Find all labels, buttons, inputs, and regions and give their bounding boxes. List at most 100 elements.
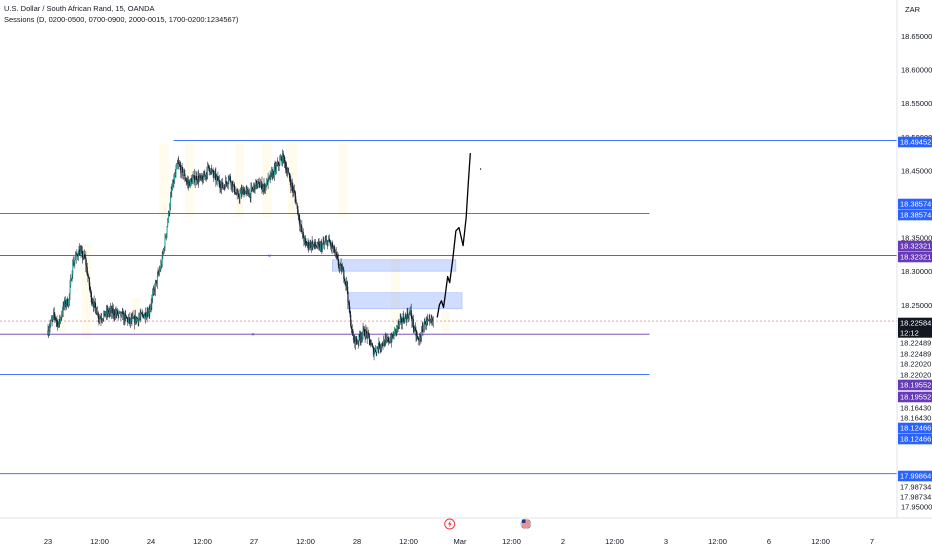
- candle: [48, 330, 50, 335]
- candle: [89, 285, 91, 290]
- candle: [81, 250, 83, 252]
- candle: [420, 337, 422, 340]
- price-label-tag: [898, 491, 932, 503]
- candle: [363, 328, 366, 336]
- candle: [288, 173, 291, 179]
- price-label: 18.22020: [900, 371, 931, 380]
- candle: [285, 167, 287, 169]
- price-label: 18.12466: [900, 424, 931, 433]
- candle: [182, 168, 184, 176]
- candle: [143, 315, 145, 319]
- candle: [264, 185, 266, 191]
- x-tick-label: 7: [870, 537, 874, 546]
- candle: [113, 310, 115, 316]
- candle: [163, 248, 165, 250]
- price-label: 18.38574: [900, 211, 931, 220]
- candle: [353, 336, 355, 341]
- candle: [326, 240, 328, 246]
- candle: [343, 278, 346, 282]
- candle: [407, 316, 410, 319]
- candle: [214, 173, 216, 175]
- candle: [142, 314, 144, 316]
- candle: [282, 153, 284, 163]
- candle: [206, 172, 208, 175]
- candle: [57, 321, 59, 327]
- candle: [167, 212, 169, 222]
- candle: [216, 176, 218, 178]
- candle: [427, 320, 429, 322]
- candle: [131, 317, 133, 322]
- candle: [132, 317, 134, 318]
- candle: [163, 249, 165, 254]
- candle: [388, 337, 390, 342]
- candle: [356, 341, 358, 344]
- candle: [231, 181, 233, 186]
- candle: [357, 342, 359, 344]
- candle: [284, 156, 286, 162]
- candle: [273, 171, 275, 176]
- candle: [156, 280, 158, 283]
- candle: [101, 319, 103, 321]
- session-box: [338, 143, 347, 218]
- price-label-tag: [898, 412, 932, 424]
- price-label-tag: [898, 402, 932, 414]
- candle: [79, 249, 81, 256]
- session-box: [390, 257, 401, 339]
- price-axis-panel: [897, 0, 932, 550]
- candle: [428, 319, 430, 321]
- candle: [247, 189, 249, 195]
- candle: [183, 175, 185, 177]
- price-label-tag: [898, 136, 932, 148]
- candle: [130, 319, 132, 322]
- candle: [94, 302, 97, 308]
- x-tick-label: 12:00: [296, 537, 315, 546]
- candle: [388, 341, 390, 343]
- candle: [265, 185, 267, 187]
- candle: [319, 244, 321, 250]
- candle: [269, 175, 271, 178]
- candle: [237, 193, 239, 194]
- candle: [380, 346, 382, 348]
- candle: [278, 165, 280, 166]
- candle: [395, 328, 397, 332]
- price-label-tag: [898, 198, 932, 210]
- candle: [300, 225, 302, 227]
- candle: [244, 191, 247, 194]
- candle: [91, 302, 93, 303]
- candle: [239, 193, 241, 199]
- candle: [233, 184, 236, 193]
- candle: [361, 333, 363, 338]
- candle: [432, 318, 434, 322]
- candle: [348, 302, 350, 303]
- candle: [125, 314, 127, 317]
- candle: [72, 262, 74, 275]
- candle: [191, 180, 193, 184]
- candle: [309, 242, 311, 247]
- candle: [99, 318, 101, 320]
- candle: [399, 321, 401, 325]
- candle: [177, 162, 179, 164]
- symbol-title[interactable]: U.S. Dollar / South African Rand, 15, OA…: [4, 4, 155, 13]
- candle: [252, 189, 254, 190]
- candle: [297, 214, 299, 215]
- candle: [111, 308, 113, 313]
- candle: [153, 289, 155, 290]
- candle: [134, 316, 136, 324]
- candle: [257, 181, 259, 183]
- price-label-tag: [898, 327, 932, 339]
- candle: [92, 302, 94, 304]
- candle: [178, 163, 180, 166]
- candle: [368, 332, 370, 335]
- candle: [77, 256, 79, 257]
- candle: [397, 322, 399, 328]
- candle: [180, 167, 182, 174]
- price-label-tag: [898, 379, 932, 391]
- candle: [229, 176, 231, 178]
- candle: [372, 345, 374, 348]
- candle: [424, 321, 426, 325]
- sessions-indicator-title[interactable]: Sessions (D, 0200-0500, 0700-0900, 2000-…: [4, 15, 239, 24]
- candle: [267, 177, 269, 185]
- candle: [279, 160, 281, 166]
- candle: [350, 325, 352, 330]
